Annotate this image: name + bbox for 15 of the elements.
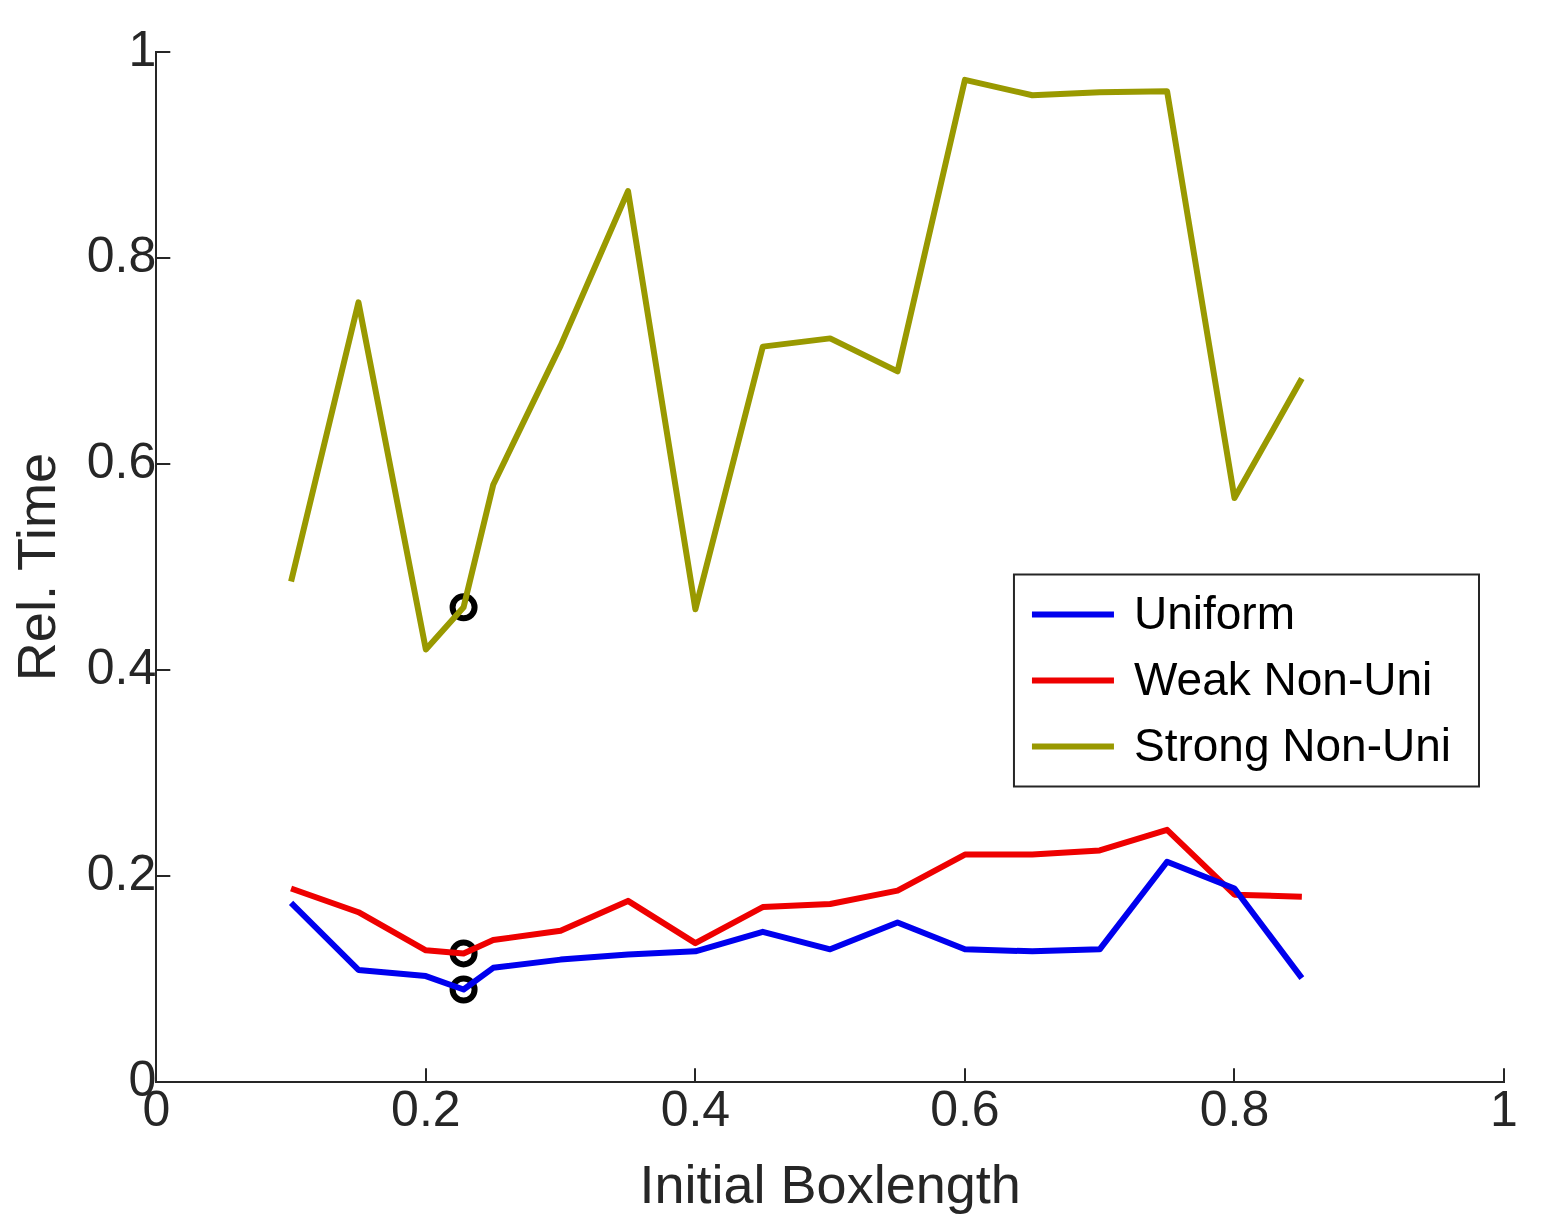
x-tick-label: 0.6 <box>930 1080 1000 1137</box>
x-tick-label: 1 <box>1490 1080 1518 1137</box>
legend-label: Weak Non-Uni <box>1133 653 1433 706</box>
y-tick-label: 0.8 <box>86 226 157 283</box>
x-tick-label: 0.2 <box>391 1080 461 1137</box>
y-tick-label: 0.2 <box>86 844 157 901</box>
x-tick-label: 0.8 <box>1199 1080 1270 1137</box>
y-tick-label: 1 <box>128 20 157 77</box>
x-tick-label: 0.4 <box>660 1080 731 1137</box>
legend-label: Strong Non-Uni <box>1133 719 1452 772</box>
legend-label: Uniform <box>1133 587 1295 640</box>
y-tick-label: 0.4 <box>86 638 157 695</box>
x-axis-title: Initial Boxlength <box>639 1154 1021 1215</box>
y-axis-title: Rel. Time <box>6 453 67 682</box>
y-tick-label: 0.6 <box>86 432 157 489</box>
